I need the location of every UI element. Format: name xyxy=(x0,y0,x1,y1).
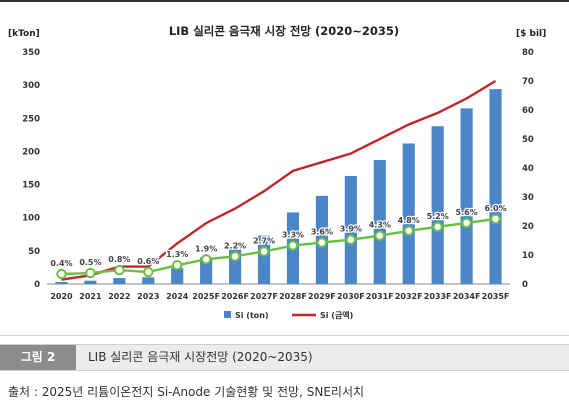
right-tick-label: 80 xyxy=(522,48,534,58)
bar xyxy=(142,277,155,284)
left-tick-label: 50 xyxy=(28,247,40,257)
share-label: 6.0% xyxy=(484,204,506,213)
share-label: 2.7% xyxy=(253,236,275,245)
left-tick-label: 350 xyxy=(22,48,40,58)
x-tick-label: 2033F xyxy=(424,292,452,301)
left-tick-label: 250 xyxy=(22,114,40,124)
right-tick-label: 70 xyxy=(522,77,534,87)
x-tick-label: 2034F xyxy=(453,292,481,301)
share-point xyxy=(287,240,299,251)
share-point xyxy=(172,259,183,271)
bar xyxy=(55,282,68,284)
share-point xyxy=(490,213,501,225)
bar xyxy=(460,108,473,284)
share-label: 3.9% xyxy=(340,225,362,234)
right-tick-label: 40 xyxy=(522,164,534,174)
share-point xyxy=(374,230,385,241)
share-point xyxy=(56,268,67,280)
chart-frame: LIB 실리콘 음극재 시장 전망 (2020~2035) [kTon] [$ bi… xyxy=(0,0,569,336)
share-label: 0.4% xyxy=(50,259,72,268)
left-tick-label: 150 xyxy=(22,181,40,191)
x-tick-label: 2022 xyxy=(108,292,130,301)
left-tick-label: 200 xyxy=(22,147,40,157)
bar xyxy=(344,175,357,284)
chart: LIB 실리콘 음극재 시장 전망 (2020~2035) [kTon] [$ bi… xyxy=(8,24,546,320)
share-label: 0.8% xyxy=(108,255,130,264)
figure-caption-text: LIB 실리콘 음극재 시장전망 (2020~2035) xyxy=(88,350,313,364)
figure-caption: 그림 2 LIB 실리콘 음극재 시장전망 (2020~2035) xyxy=(0,344,569,371)
left-axis-unit: [kTon] xyxy=(8,29,40,39)
x-tick-label: 2035F xyxy=(482,292,510,301)
bar xyxy=(113,278,126,284)
share-label: 0.6% xyxy=(137,257,159,266)
share-point xyxy=(461,217,472,229)
share-point xyxy=(114,264,125,276)
share-label: 0.5% xyxy=(79,258,101,267)
share-line xyxy=(61,217,496,276)
x-tick-label: 2030F xyxy=(337,292,365,301)
right-axis-unit: [$ bil] xyxy=(516,29,546,39)
bar xyxy=(200,257,213,284)
share-label: 3.3% xyxy=(282,231,304,240)
x-tick-label: 2031F xyxy=(366,292,394,301)
share-point xyxy=(432,221,443,233)
share-label: 3.6% xyxy=(311,228,333,237)
share-point xyxy=(258,246,270,257)
share-point xyxy=(200,254,212,265)
x-tick-label: 2021 xyxy=(79,292,102,301)
right-tick-label: 10 xyxy=(522,251,534,261)
bar xyxy=(431,126,444,285)
x-tick-label: 2020 xyxy=(50,292,73,301)
right-tick-label: 30 xyxy=(522,193,534,203)
bar xyxy=(373,160,386,284)
share-label: 1.9% xyxy=(195,244,217,253)
share-point xyxy=(85,267,96,279)
bar xyxy=(84,280,97,284)
share-label: 1.3% xyxy=(166,250,188,259)
share-label: 4.8% xyxy=(398,216,420,225)
x-tick-label: 2028F xyxy=(279,292,307,301)
x-tick-label: 2026F xyxy=(221,292,249,301)
left-tick-label: 100 xyxy=(22,214,40,224)
right-tick-label: 0 xyxy=(522,280,528,290)
revenue-line xyxy=(61,79,497,281)
x-tick-label: 2029F xyxy=(308,292,336,301)
figure-number: 그림 2 xyxy=(0,345,76,370)
x-tick-label: 2024 xyxy=(166,292,189,301)
right-tick-label: 60 xyxy=(522,106,534,116)
bar xyxy=(489,89,502,285)
x-tick-label: 2032F xyxy=(395,292,423,301)
bar xyxy=(171,268,184,284)
bar xyxy=(402,143,415,284)
share-point xyxy=(316,237,328,248)
legend-bar-swatch xyxy=(224,311,231,318)
share-label: 4.3% xyxy=(369,221,391,230)
share-point xyxy=(403,225,414,236)
share-point xyxy=(345,234,357,245)
x-tick-label: 2025F xyxy=(192,292,220,301)
share-label: 5.6% xyxy=(456,208,478,217)
x-tick-label: 2027F xyxy=(250,292,278,301)
source-text: 출처 : 2025년 리튬이온전지 Si-Anode 기술현황 및 전망, SN… xyxy=(8,385,365,399)
right-tick-label: 50 xyxy=(522,135,534,145)
share-label: 2.2% xyxy=(224,241,246,250)
left-tick-label: 0 xyxy=(34,280,40,290)
left-tick-label: 300 xyxy=(22,81,40,91)
right-tick-label: 20 xyxy=(522,222,534,232)
legend-line-label: Si (금액) xyxy=(320,310,353,320)
chart-title: LIB 실리콘 음극재 시장 전망 (2020~2035) xyxy=(169,24,399,38)
share-point xyxy=(143,266,154,278)
share-label: 5.2% xyxy=(427,212,449,221)
legend-bar-label: Si (ton) xyxy=(235,311,269,320)
share-point xyxy=(229,251,241,262)
x-tick-label: 2023 xyxy=(137,292,159,301)
